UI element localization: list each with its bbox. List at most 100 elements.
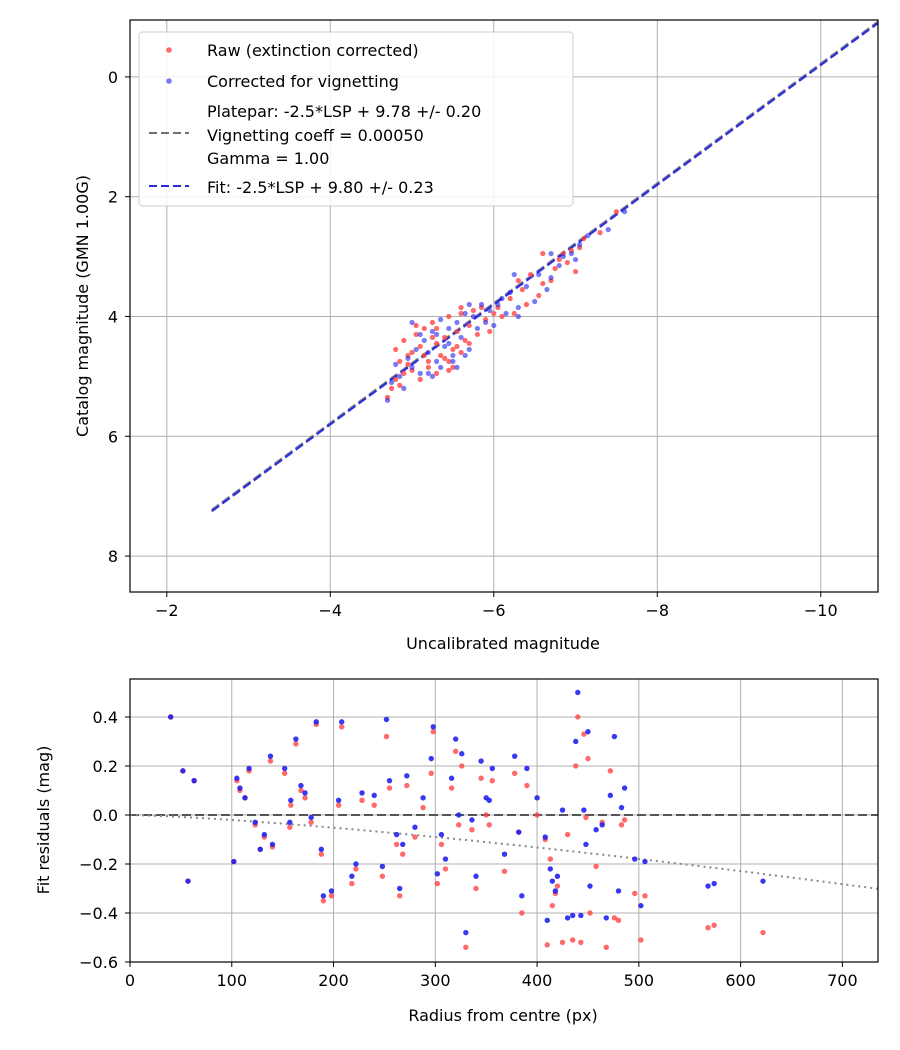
raw-residual-point xyxy=(603,944,609,950)
corrected-point xyxy=(605,227,611,233)
corrected-residual-point xyxy=(603,915,609,921)
corrected-residual-point xyxy=(430,724,436,730)
raw-residual-point xyxy=(293,741,299,747)
raw-residual-point xyxy=(554,883,561,889)
corrected-residual-point xyxy=(180,768,186,774)
bottom-y-tick-label: −0.2 xyxy=(79,855,118,874)
corrected-point xyxy=(536,271,542,278)
corrected-residual-point xyxy=(379,863,386,870)
corrected-point xyxy=(425,349,431,356)
legend-vignetting-label: Vignetting coeff = 0.00050 xyxy=(207,126,424,145)
raw-residual-point xyxy=(400,851,406,857)
raw-point xyxy=(462,337,468,344)
corrected-point xyxy=(454,364,460,370)
corrected-residual-point xyxy=(231,858,237,865)
corrected-residual-point xyxy=(615,888,622,894)
raw-point xyxy=(393,376,399,382)
corrected-residual-point xyxy=(511,753,518,759)
raw-point xyxy=(536,292,542,299)
bottom-chart: 0 100 200 300 400 500 600 700 0.4 0.2 0.0 −0.2 −0.4 −… xyxy=(34,678,879,1025)
corrected-point xyxy=(384,397,391,403)
corrected-residual-point xyxy=(544,917,550,924)
top-x-tick-label: −8 xyxy=(645,601,669,620)
raw-residual-point xyxy=(607,768,614,774)
raw-residual-point xyxy=(442,866,449,872)
raw-residual-point xyxy=(420,804,426,811)
raw-point xyxy=(442,334,448,341)
raw-residual-point xyxy=(298,787,304,794)
corrected-point xyxy=(491,322,497,329)
raw-residual-point xyxy=(638,937,644,943)
corrected-residual-point xyxy=(438,831,445,838)
corrected-residual-point xyxy=(288,797,294,803)
raw-point xyxy=(564,259,570,266)
corrected-residual-point xyxy=(404,773,410,779)
corrected-point xyxy=(397,373,403,379)
corrected-residual-point xyxy=(519,893,525,899)
corrected-residual-point xyxy=(318,846,325,852)
raw-residual-point xyxy=(404,782,410,789)
raw-residual-point xyxy=(412,834,418,840)
raw-point xyxy=(417,376,423,382)
top-points xyxy=(384,209,628,403)
corrected-point xyxy=(433,358,440,365)
corrected-residual-point xyxy=(547,866,554,872)
raw-point xyxy=(425,364,431,370)
corrected-point xyxy=(454,319,460,326)
bottom-grid xyxy=(129,679,878,963)
top-y-tick-label: 2 xyxy=(108,188,118,207)
corrected-residual-point xyxy=(396,885,403,892)
bottom-x-tick-label: 100 xyxy=(216,971,247,990)
bottom-ticks: 0 100 200 300 400 500 600 700 0.4 0.2 0.0 −0.2 −0.4 −… xyxy=(79,708,858,990)
top-legend: Raw (extinction corrected) Corrected for… xyxy=(138,31,574,207)
bottom-y-axis-label: Fit residuals (mag) xyxy=(34,746,53,895)
corrected-point xyxy=(413,346,419,353)
raw-residual-point xyxy=(459,763,465,769)
top-y-tick-label: 4 xyxy=(108,307,118,326)
corrected-residual-point xyxy=(583,841,589,848)
corrected-point xyxy=(544,286,550,293)
raw-point xyxy=(425,358,431,365)
corrected-residual-point xyxy=(642,858,648,865)
raw-residual-point xyxy=(615,917,622,924)
legend-raw-marker xyxy=(166,47,172,53)
corrected-residual-point xyxy=(420,795,426,801)
raw-residual-point xyxy=(393,841,400,848)
corrected-point xyxy=(556,262,562,269)
top-y-axis-label: Catalog magnitude (GMN 1.00G) xyxy=(73,175,92,437)
raw-residual-point xyxy=(318,851,325,857)
corrected-residual-point xyxy=(575,689,581,696)
raw-point xyxy=(454,343,460,350)
bottom-x-tick-label: 700 xyxy=(827,971,858,990)
raw-point xyxy=(491,310,497,317)
corrected-point xyxy=(621,209,628,215)
corrected-residual-point xyxy=(585,728,591,735)
raw-residual-point xyxy=(473,885,479,892)
raw-residual-point xyxy=(524,782,530,789)
corrected-point xyxy=(421,337,427,344)
corrected-residual-point xyxy=(191,777,197,784)
raw-residual-point xyxy=(547,856,554,862)
corrected-residual-point xyxy=(760,878,766,884)
raw-residual-point xyxy=(353,866,359,872)
raw-point xyxy=(597,230,603,236)
raw-residual-point xyxy=(486,822,492,828)
raw-point xyxy=(507,295,513,302)
raw-point xyxy=(397,382,403,388)
corrected-point xyxy=(405,355,411,362)
legend-platepar-label: Platepar: -2.5*LSP + 9.78 +/- 0.20 xyxy=(207,102,481,121)
corrected-residual-point xyxy=(578,912,584,919)
corrected-residual-point xyxy=(559,807,566,813)
raw-point xyxy=(487,328,493,335)
bottom-x-tick-label: 600 xyxy=(725,971,756,990)
raw-point xyxy=(450,364,456,370)
corrected-point xyxy=(495,301,501,308)
raw-point xyxy=(405,361,411,367)
raw-point xyxy=(466,322,472,329)
corrected-point xyxy=(532,298,538,305)
corrected-point xyxy=(409,364,415,370)
raw-point xyxy=(450,346,456,353)
corrected-residual-point xyxy=(549,878,556,884)
corrected-residual-point xyxy=(478,758,484,764)
